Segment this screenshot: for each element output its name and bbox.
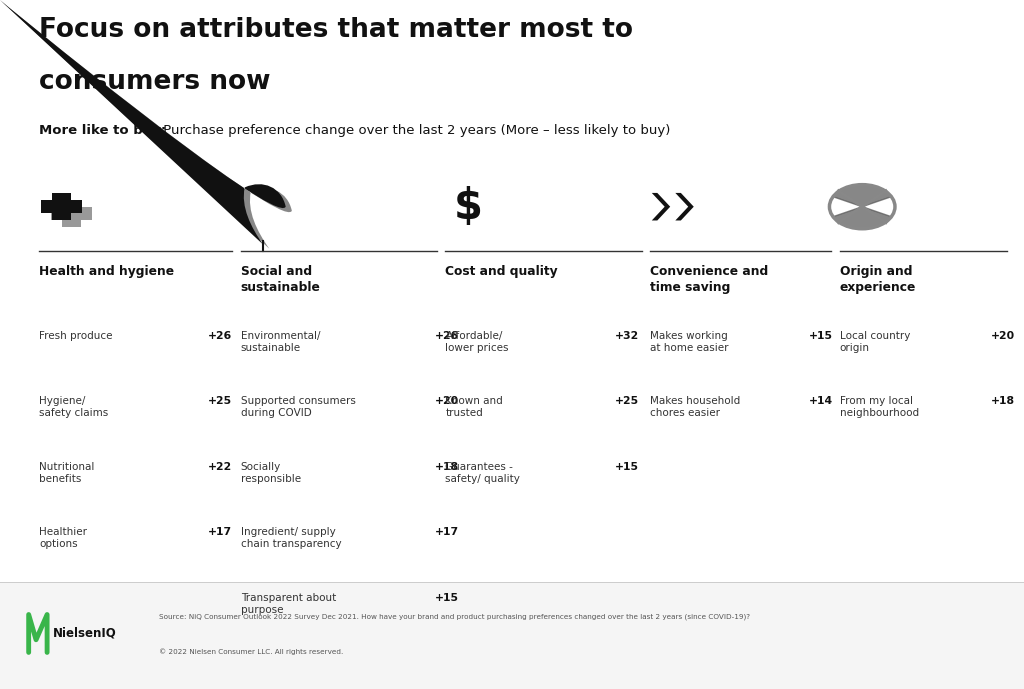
Text: +25: +25 [614,396,639,407]
Text: +14: +14 [809,396,834,407]
PathPatch shape [676,193,694,220]
Text: Healthier
options: Healthier options [39,527,87,549]
Text: More like to buy:: More like to buy: [39,124,166,137]
Text: +26: +26 [208,331,232,341]
Text: Focus on attributes that matter most to: Focus on attributes that matter most to [39,17,633,43]
Bar [52,193,71,220]
Bar [41,200,82,213]
Text: Health and hygiene: Health and hygiene [39,265,174,278]
Text: Supported consumers
during COVID: Supported consumers during COVID [241,396,355,418]
Text: +15: +15 [435,593,459,603]
PathPatch shape [0,188,292,689]
Text: +20: +20 [435,396,460,407]
Text: $: $ [454,186,482,227]
Text: Known and
trusted: Known and trusted [445,396,503,418]
Text: Purchase preference change over the last 2 years (More – less likely to buy): Purchase preference change over the last… [159,124,670,137]
Text: +26: +26 [435,331,460,341]
Text: Convenience and
time saving: Convenience and time saving [650,265,768,294]
Text: Origin and
experience: Origin and experience [840,265,916,294]
Text: Makes household
chores easier: Makes household chores easier [650,396,740,418]
Text: Local country
origin: Local country origin [840,331,910,353]
PathPatch shape [0,184,286,689]
Text: Transparent about
purpose: Transparent about purpose [241,593,336,615]
Text: +18: +18 [991,396,1015,407]
Text: From my local
neighbourhood: From my local neighbourhood [840,396,919,418]
Text: Affordable/
lower prices: Affordable/ lower prices [445,331,509,353]
Polygon shape [833,207,892,229]
Text: +32: +32 [614,331,639,341]
Bar [51,207,92,220]
Polygon shape [833,185,892,207]
Text: Cost and quality: Cost and quality [445,265,558,278]
Text: +15: +15 [614,462,638,472]
Bar [0,582,1024,689]
Text: consumers now: consumers now [39,69,270,95]
Text: +22: +22 [208,462,232,472]
Text: Hygiene/
safety claims: Hygiene/ safety claims [39,396,109,418]
Text: +25: +25 [208,396,232,407]
Text: Socially
responsible: Socially responsible [241,462,301,484]
Text: Source: NiQ Consumer Outlook 2022 Survey Dec 2021. How have your brand and produ: Source: NiQ Consumer Outlook 2022 Survey… [159,613,750,619]
Text: Social and
sustainable: Social and sustainable [241,265,321,294]
Text: Fresh produce: Fresh produce [39,331,113,341]
Text: +15: +15 [809,331,833,341]
Text: Guarantees -
safety/ quality: Guarantees - safety/ quality [445,462,520,484]
PathPatch shape [652,193,671,220]
Text: © 2022 Nielsen Consumer LLC. All rights reserved.: © 2022 Nielsen Consumer LLC. All rights … [159,648,343,655]
Text: +18: +18 [435,462,459,472]
Text: Makes working
at home easier: Makes working at home easier [650,331,729,353]
Text: +20: +20 [991,331,1016,341]
Text: Ingredient/ supply
chain transparency: Ingredient/ supply chain transparency [241,527,341,549]
Text: +17: +17 [208,527,232,537]
Text: NielsenIQ: NielsenIQ [53,627,117,640]
Text: +17: +17 [435,527,460,537]
Bar [62,200,81,227]
Text: Environmental/
sustainable: Environmental/ sustainable [241,331,321,353]
Text: Nutritional
benefits: Nutritional benefits [39,462,94,484]
